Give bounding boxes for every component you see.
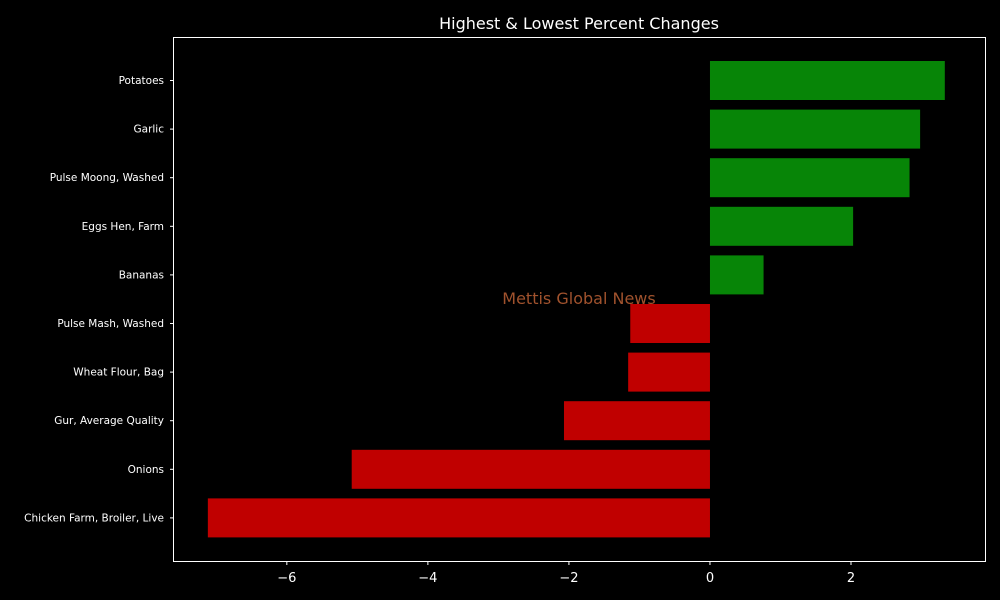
y-tick-label: Bananas bbox=[119, 269, 164, 281]
plot-frame bbox=[173, 37, 986, 562]
x-tick-label: −2 bbox=[559, 571, 578, 586]
bar-pulse-moong-washed bbox=[709, 158, 910, 198]
x-tick-label: −6 bbox=[277, 571, 296, 586]
x-tick-label: −4 bbox=[418, 571, 437, 586]
y-tick-label: Eggs Hen, Farm bbox=[82, 221, 164, 233]
bars-layer bbox=[207, 61, 945, 538]
bar-eggs-hen-farm bbox=[709, 206, 854, 246]
chart-title: Highest & Lowest Percent Changes bbox=[439, 14, 719, 33]
y-tick-label: Pulse Moong, Washed bbox=[50, 172, 164, 184]
bar-wheat-flour-bag bbox=[628, 352, 710, 392]
watermark-text: Mettis Global News bbox=[502, 289, 655, 308]
bar-onions bbox=[351, 449, 710, 489]
y-tick-label: Gur, Average Quality bbox=[54, 415, 164, 427]
bar-gur-average-quality bbox=[563, 401, 710, 441]
x-tick-label: 2 bbox=[847, 571, 855, 586]
x-axis-ticks: −6 −4 −2 0 2 bbox=[277, 561, 855, 586]
y-tick-label: Pulse Mash, Washed bbox=[57, 318, 164, 330]
bar-bananas bbox=[709, 255, 764, 295]
bar-chicken-farm-broiler-live bbox=[207, 498, 710, 538]
y-tick-label: Chicken Farm, Broiler, Live bbox=[24, 512, 164, 524]
bar-garlic bbox=[709, 109, 921, 149]
bar-potatoes bbox=[709, 61, 945, 100]
y-tick-label: Potatoes bbox=[119, 75, 164, 87]
bar-pulse-mash-washed bbox=[630, 304, 710, 343]
y-tick-label: Onions bbox=[128, 464, 164, 476]
y-tick-label: Wheat Flour, Bag bbox=[73, 367, 164, 379]
y-axis-ticks: Potatoes Garlic Pulse Moong, Washed Eggs He… bbox=[24, 75, 174, 524]
x-tick-label: 0 bbox=[706, 571, 714, 586]
y-tick-label: Garlic bbox=[134, 124, 165, 136]
